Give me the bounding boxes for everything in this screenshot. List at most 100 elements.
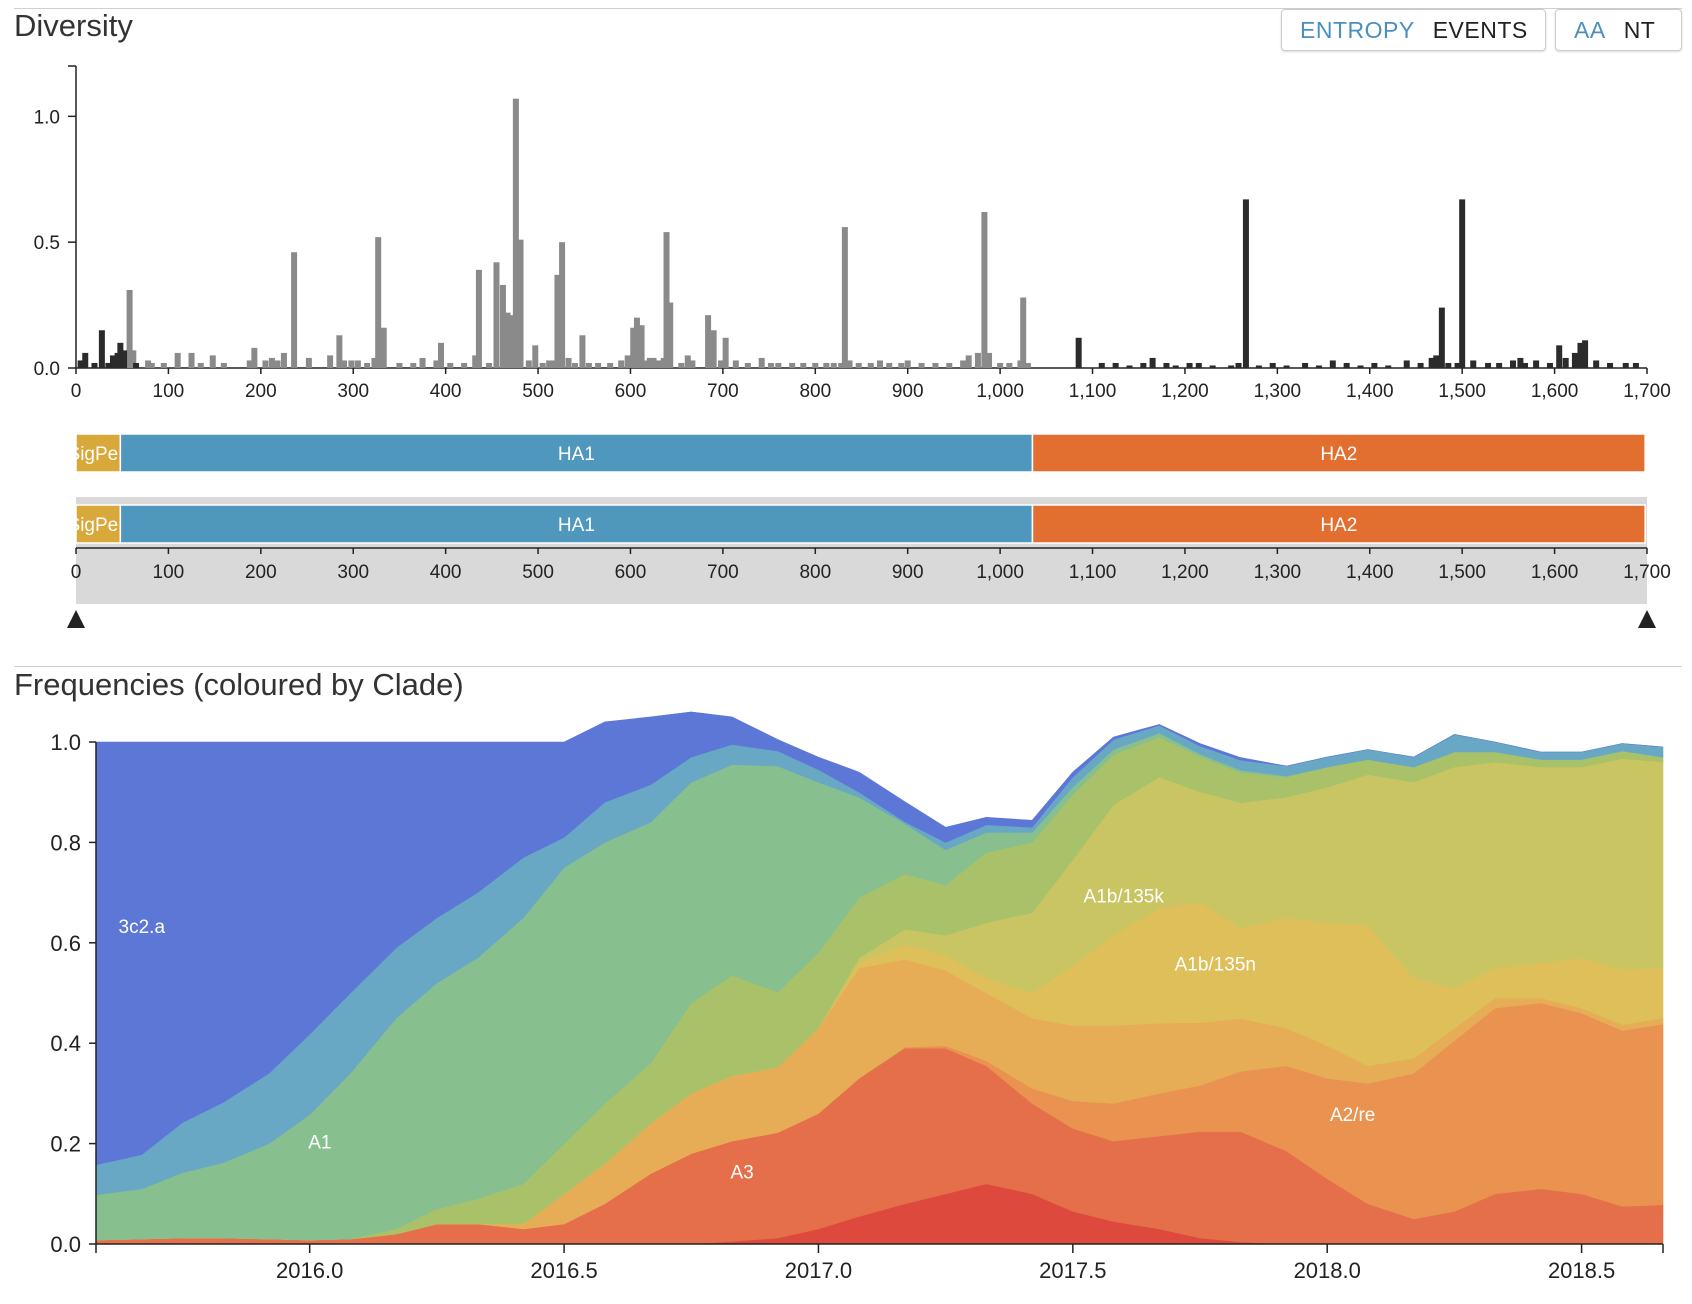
- clade-label: 3c2.a: [119, 917, 166, 938]
- zoom-handle-left[interactable]: [67, 610, 85, 628]
- events-toggle-button[interactable]: EVENTS: [1432, 16, 1528, 43]
- entropy-chart: 0.0 0.5 1.0 0 100 200 300 400 500 600 700 800 900 1,0…: [34, 65, 1671, 628]
- entropy-bar: [509, 315, 516, 368]
- frequency-area-9: [95, 711, 1664, 1166]
- entropy-bar: [624, 355, 631, 368]
- entropy-bar: [380, 327, 387, 368]
- navigator-x-tick-label: 800: [799, 562, 831, 583]
- entropy-bar: [1024, 362, 1031, 368]
- entropy-bar: [1098, 362, 1105, 368]
- clade-label: A1b/135n: [1175, 954, 1256, 975]
- entropy-bar: [633, 317, 640, 368]
- entropy-events-toggle: ENTROPY EVENTS: [1281, 9, 1546, 51]
- entropy-bar: [789, 362, 796, 368]
- entropy-bar: [800, 362, 807, 368]
- entropy-bar: [758, 357, 765, 368]
- entropy-bar: [638, 325, 645, 368]
- entropy-bar: [846, 360, 853, 368]
- aa-toggle-button[interactable]: AA: [1574, 16, 1606, 43]
- navigator-x-tick-label: 1,400: [1346, 562, 1394, 583]
- entropy-bar: [855, 362, 862, 368]
- x-tick-label: 800: [799, 381, 831, 402]
- x-tick-label: 100: [153, 381, 185, 402]
- freq-y-tick-label: 1.0: [50, 730, 81, 755]
- frequencies-title: Frequencies (coloured by Clade): [14, 667, 464, 702]
- gene-map-gene-block: [119, 433, 1034, 473]
- freq-y-tick-label: 0.4: [50, 1031, 81, 1056]
- entropy-bar: [965, 355, 972, 368]
- entropy-bar: [246, 360, 253, 368]
- entropy-bar: [327, 355, 334, 368]
- entropy-bar: [274, 360, 281, 368]
- entropy-bar: [1622, 362, 1629, 368]
- entropy-bar: [705, 315, 712, 368]
- entropy-bar: [744, 362, 751, 368]
- entropy-bar: [932, 362, 939, 368]
- entropy-bar: [209, 355, 216, 368]
- entropy-bar: [1385, 365, 1392, 368]
- freq-x-tick-label: 2017.0: [785, 1258, 852, 1283]
- y-tick-label: 0.0: [34, 359, 60, 380]
- gene-map-gene-block: [1031, 433, 1646, 473]
- entropy-bar: [1140, 362, 1147, 368]
- navigator-x-tick-label: 1,700: [1623, 562, 1671, 583]
- entropy-bar: [410, 362, 417, 368]
- entropy-bar: [559, 242, 566, 368]
- entropy-bar: [220, 362, 227, 368]
- entropy-bar: [354, 360, 361, 368]
- x-tick-label: 1,000: [976, 381, 1024, 402]
- x-tick-label: 300: [337, 381, 369, 402]
- entropy-bar: [517, 239, 524, 368]
- x-tick-label: 1,100: [1069, 381, 1117, 402]
- navigator-x-tick-label: 1,300: [1254, 562, 1302, 583]
- entropy-bar: [291, 252, 298, 368]
- entropy-bar: [117, 342, 124, 368]
- entropy-bar: [841, 227, 848, 368]
- x-tick-label: 200: [245, 381, 277, 402]
- entropy-bar: [1242, 199, 1249, 368]
- entropy-bar: [1269, 362, 1276, 368]
- entropy-bar: [876, 360, 883, 368]
- entropy-bar: [684, 355, 691, 368]
- entropy-bar: [504, 312, 511, 368]
- navigator-x-tick-label: 100: [153, 562, 185, 583]
- entropy-bar: [512, 98, 519, 368]
- entropy-bar: [618, 360, 625, 368]
- y-tick-label: 0.5: [34, 233, 60, 254]
- zoom-handle-right[interactable]: [1638, 610, 1656, 628]
- navigator-gene-map-gene-label: SigPep: [68, 515, 129, 536]
- entropy-bar: [767, 362, 774, 368]
- entropy-bar: [1315, 365, 1322, 368]
- freq-x-tick-label: 2018.0: [1294, 1258, 1361, 1283]
- freq-y-tick-label: 0.6: [50, 931, 81, 956]
- entropy-toggle-button[interactable]: ENTROPY: [1300, 16, 1415, 43]
- entropy-bar: [109, 355, 116, 368]
- freq-x-tick-label: 2016.0: [276, 1258, 343, 1283]
- freq-y-tick-label: 0.8: [50, 830, 81, 855]
- entropy-bar: [1112, 362, 1119, 368]
- entropy-bar: [986, 352, 993, 368]
- entropy-bar: [77, 360, 84, 368]
- entropy-bar: [145, 360, 152, 368]
- entropy-bar: [1195, 362, 1202, 368]
- entropy-bar: [1371, 362, 1378, 368]
- entropy-bar: [1577, 342, 1584, 368]
- entropy-bar: [447, 362, 454, 368]
- diversity-top-rule: [14, 8, 1682, 9]
- entropy-bar: [1417, 362, 1424, 368]
- entropy-bar: [82, 352, 89, 368]
- entropy-bar: [1357, 365, 1364, 368]
- navigator-x-tick-label: 1,500: [1438, 562, 1486, 583]
- freq-x-tick-label: 2018.5: [1548, 1258, 1615, 1283]
- navigator-x-tick-label: 1,000: [976, 562, 1024, 583]
- x-tick-label: 600: [615, 381, 647, 402]
- entropy-bar: [678, 362, 685, 368]
- entropy-bar: [305, 357, 312, 368]
- entropy-bar: [667, 302, 674, 368]
- entropy-bar: [419, 357, 426, 368]
- freq-y-tick-label: 0.2: [50, 1132, 81, 1157]
- gene-map-gene-label: HA2: [1320, 444, 1357, 465]
- nt-toggle-button[interactable]: NT: [1623, 16, 1656, 43]
- entropy-bar: [710, 330, 717, 368]
- entropy-bar: [1075, 337, 1082, 368]
